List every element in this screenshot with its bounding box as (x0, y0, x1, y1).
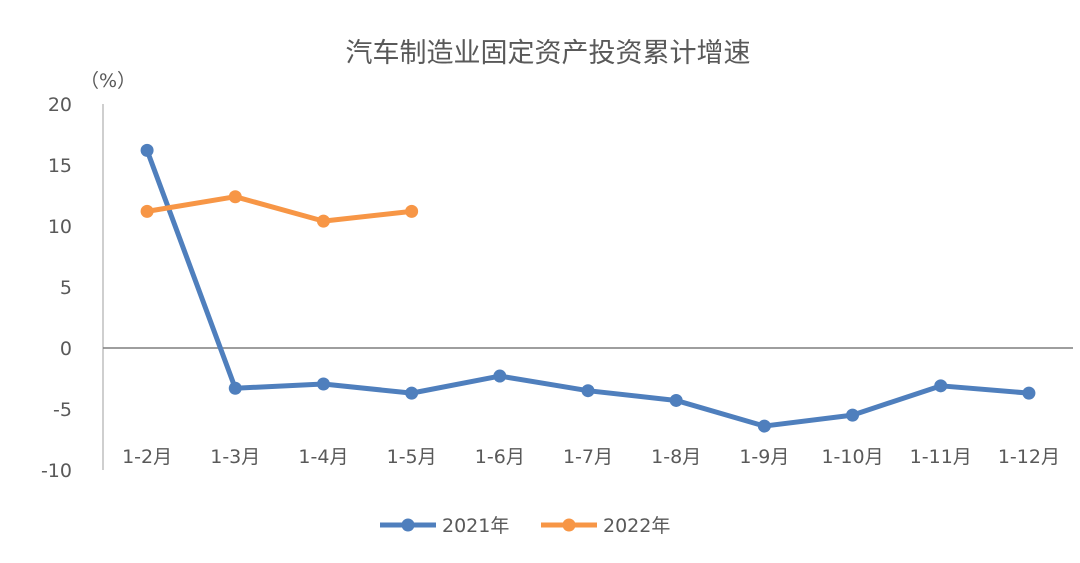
x-tick-label: 1-6月 (475, 446, 525, 468)
legend-label: 2022年 (603, 515, 670, 537)
x-tick-label: 1-5月 (387, 446, 437, 468)
x-tick-label: 1-9月 (739, 446, 789, 468)
x-tick-label: 1-2月 (122, 446, 172, 468)
data-point (846, 408, 860, 422)
y-tick-label: 20 (48, 94, 72, 116)
x-tick-label: 1-7月 (563, 446, 613, 468)
data-point (1022, 386, 1036, 400)
data-point (493, 369, 507, 383)
y-tick-label: -10 (41, 460, 72, 482)
legend: 2021年 2022年 (380, 515, 670, 537)
legend-label: 2021年 (442, 515, 509, 537)
x-tick-label: 1-4月 (298, 446, 348, 468)
data-point (405, 204, 419, 218)
data-point (228, 190, 242, 204)
legend-marker (401, 518, 415, 532)
series-2021年 (140, 143, 1036, 433)
x-tick-label: 1-12月 (998, 446, 1060, 468)
data-point (669, 393, 683, 407)
y-tick-label: 10 (48, 216, 72, 238)
data-point (934, 379, 948, 393)
series-line (146, 194, 412, 224)
y-axis-label: （%） (80, 70, 136, 92)
x-tick-label: 1-8月 (651, 446, 701, 468)
series-group (140, 143, 1036, 433)
data-point (140, 143, 154, 157)
series-2022年 (140, 190, 419, 228)
y-tick-label: 0 (60, 338, 72, 360)
x-tick-label: 1-3月 (210, 446, 260, 468)
legend-marker (562, 518, 576, 532)
data-point (757, 419, 771, 433)
x-axis: 1-2月 1-3月 1-4月 1-5月 1-6月 1-7月 1-8月 1-9月 1-10月 1-1… (103, 347, 1073, 468)
data-point (581, 384, 595, 398)
y-tick-label: -5 (53, 399, 72, 421)
data-point (316, 214, 330, 228)
y-tick-label: 15 (48, 155, 72, 177)
data-point (140, 204, 154, 218)
x-tick-label: 1-11月 (910, 446, 972, 468)
y-tick-label: 5 (60, 277, 72, 299)
data-point (228, 381, 242, 395)
data-point (316, 377, 330, 391)
chart-title: 汽车制造业固定资产投资累计增速 (346, 38, 751, 69)
y-axis: 20 15 10 5 0 -5 -10 (41, 94, 104, 482)
data-point (405, 386, 419, 400)
x-tick-label: 1-10月 (821, 446, 883, 468)
